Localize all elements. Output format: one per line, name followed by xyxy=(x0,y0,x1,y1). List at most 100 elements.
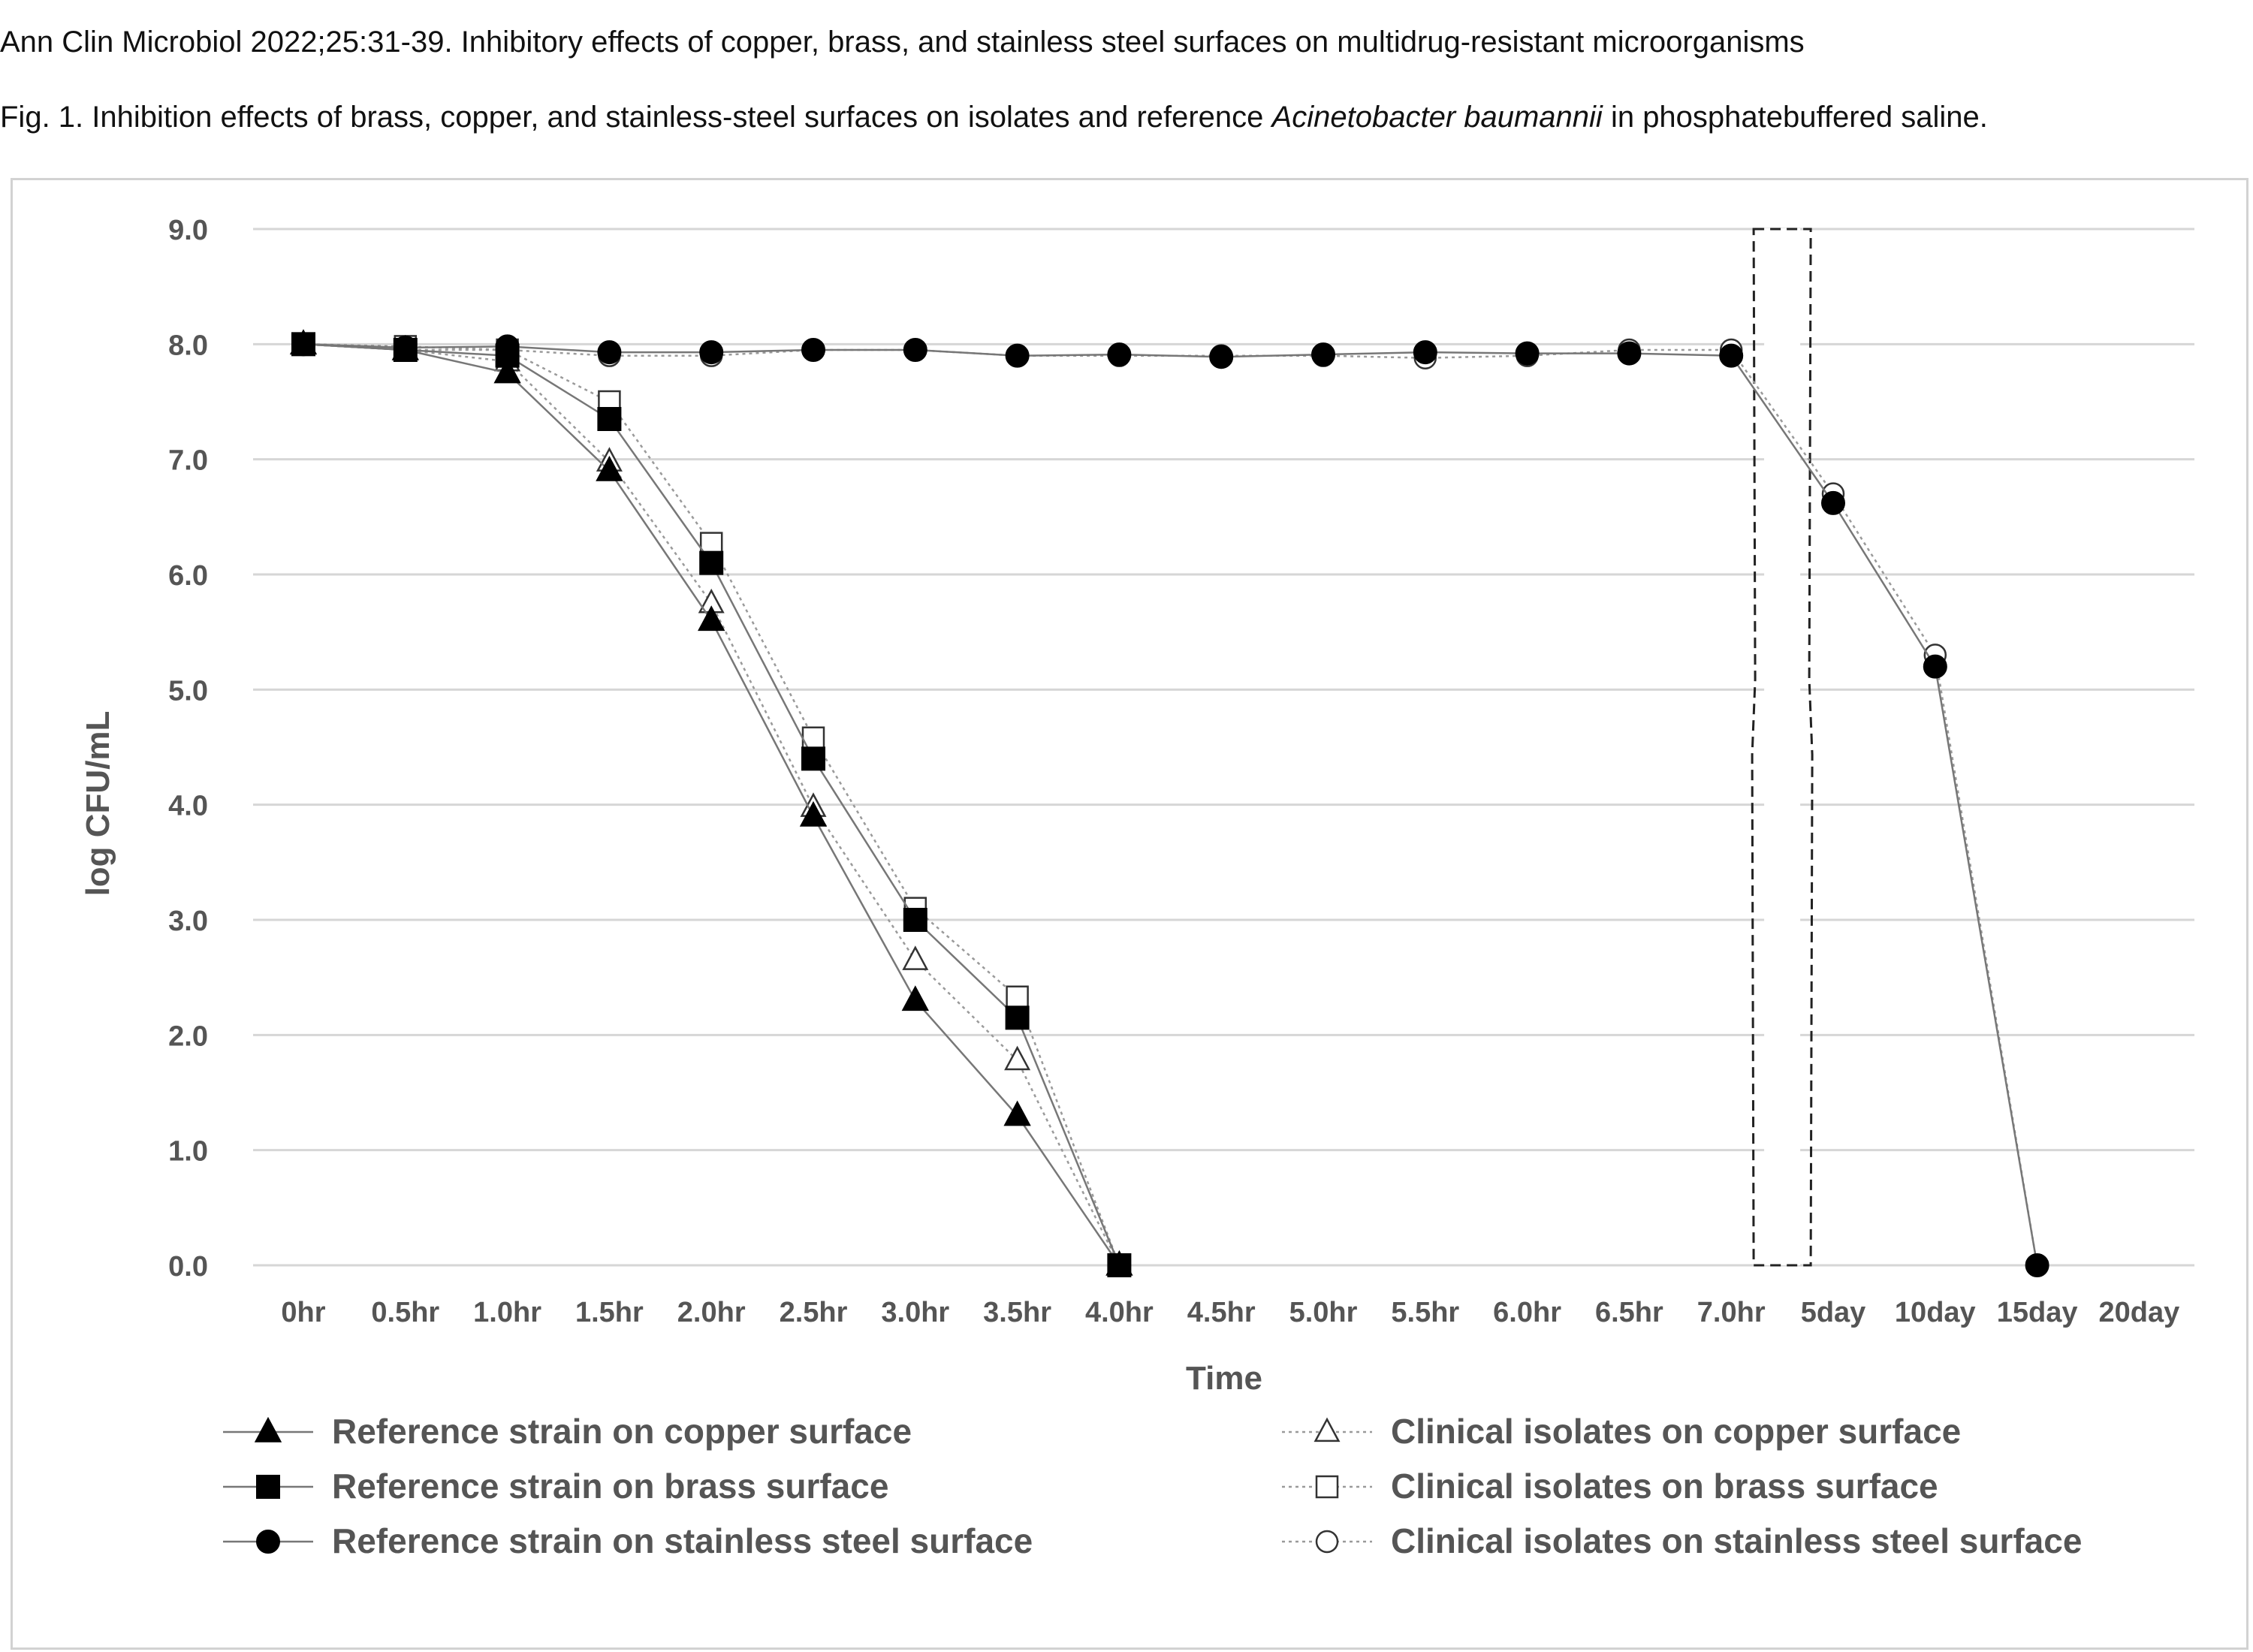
data-point xyxy=(1413,340,1437,365)
x-tick-label: 10day xyxy=(1895,1297,1976,1328)
break-mask xyxy=(1764,428,1801,1265)
legend-marker xyxy=(254,1416,282,1442)
x-tick-label: 5.5hr xyxy=(1391,1297,1459,1328)
chart-frame: 0.0 1.0 2.0 3.0 4.0 5.0 6.0 7.0 8.0 9.0 0hr 0.5hr 1… xyxy=(11,178,2248,1650)
legend-item: Clinical isolates on brass surface xyxy=(1282,1467,1938,1506)
grid-lines xyxy=(253,228,2194,1267)
axis-break xyxy=(1751,228,1814,1267)
y-axis-label: log CFU/mL xyxy=(80,711,116,897)
data-point xyxy=(1209,345,1234,369)
line-chart: 0.0 1.0 2.0 3.0 4.0 5.0 6.0 7.0 8.0 9.0 0hr 0.5hr 1… xyxy=(80,215,2194,1560)
axis-break-marker xyxy=(1751,228,1814,1267)
data-point xyxy=(903,338,927,362)
x-tick-label: 0.5hr xyxy=(371,1297,439,1328)
figure-caption: Fig. 1. Inhibition effects of brass, cop… xyxy=(0,101,1988,134)
data-point xyxy=(1107,1253,1132,1277)
data-point xyxy=(1821,490,1845,515)
legend-item: Clinical isolates on copper surface xyxy=(1282,1412,1961,1451)
legend-label: Reference strain on copper surface xyxy=(332,1412,912,1451)
data-point xyxy=(699,532,723,555)
data-point xyxy=(1515,341,1540,366)
series-reference-strain-on-copper-surface xyxy=(289,329,1133,1276)
legend-marker xyxy=(1315,1475,1339,1499)
data-point xyxy=(1923,654,1947,679)
data-point xyxy=(1719,343,1744,368)
legend: Reference strain on copper surface Refere… xyxy=(223,1412,2082,1560)
data-point xyxy=(495,334,520,359)
data-point xyxy=(1005,343,1030,368)
data-point xyxy=(1107,342,1132,367)
x-tick-label: 4.0hr xyxy=(1085,1297,1154,1328)
legend-item: Reference strain on copper surface xyxy=(223,1412,912,1451)
data-point xyxy=(2025,1253,2049,1277)
y-tick-label: 9.0 xyxy=(168,215,208,246)
data-point xyxy=(801,338,825,362)
data-point xyxy=(901,985,929,1011)
y-tick-label: 4.0 xyxy=(168,791,208,822)
citation-line: Ann Clin Microbiol 2022;25:31-39. Inhibi… xyxy=(0,26,1805,59)
x-tick-label: 5day xyxy=(1801,1297,1866,1328)
x-tick-label: 1.5hr xyxy=(575,1297,644,1328)
x-tick-label: 2.5hr xyxy=(780,1297,848,1328)
x-axis-label: Time xyxy=(1186,1360,1262,1397)
x-tick-labels: 0hr 0.5hr 1.0hr 1.5hr 2.0hr 2.5hr 3.0hr 3.5hr 4.… xyxy=(281,1297,2179,1328)
y-tick-label: 5.0 xyxy=(168,675,208,707)
caption-species: Acinetobacter baumannii xyxy=(1271,101,1603,134)
y-tick-labels: 0.0 1.0 2.0 3.0 4.0 5.0 6.0 7.0 8.0 9.0 xyxy=(168,215,208,1283)
x-tick-label: 0hr xyxy=(281,1297,325,1328)
legend-marker xyxy=(256,1530,280,1554)
legend-item: Reference strain on stainless steel surf… xyxy=(223,1521,1033,1560)
data-point xyxy=(1005,1005,1030,1030)
data-point xyxy=(291,332,315,357)
data-point xyxy=(799,800,828,827)
y-tick-label: 6.0 xyxy=(168,560,208,592)
series-line xyxy=(303,343,2038,1266)
series-reference-strain-on-stainless-steel-surface xyxy=(291,332,2049,1277)
x-tick-label: 3.0hr xyxy=(881,1297,949,1328)
y-tick-label: 7.0 xyxy=(168,445,208,477)
caption-suffix: in phosphatebuffered saline. xyxy=(1602,101,1988,134)
y-tick-label: 0.0 xyxy=(168,1251,208,1283)
data-point xyxy=(597,340,622,365)
x-tick-label: 20day xyxy=(2099,1297,2180,1328)
x-tick-label: 3.5hr xyxy=(983,1297,1051,1328)
data-point xyxy=(902,945,929,970)
x-tick-label: 5.0hr xyxy=(1289,1297,1358,1328)
legend-label: Reference strain on brass surface xyxy=(332,1467,888,1506)
series-group xyxy=(289,329,2049,1277)
legend-item: Reference strain on brass surface xyxy=(223,1467,888,1506)
legend-label: Clinical isolates on stainless steel sur… xyxy=(1391,1521,2082,1560)
data-point xyxy=(699,550,724,575)
y-tick-label: 2.0 xyxy=(168,1020,208,1052)
data-point xyxy=(699,340,724,365)
x-tick-label: 6.5hr xyxy=(1595,1297,1663,1328)
x-tick-label: 6.0hr xyxy=(1493,1297,1561,1328)
y-tick-label: 8.0 xyxy=(168,330,208,361)
data-point xyxy=(1006,985,1029,1008)
x-tick-label: 2.0hr xyxy=(677,1297,746,1328)
data-point xyxy=(903,908,927,932)
data-point xyxy=(1311,342,1335,367)
legend-marker xyxy=(1315,1530,1339,1554)
data-point xyxy=(1003,1100,1031,1126)
data-point xyxy=(1004,1045,1031,1071)
legend-item: Clinical isolates on stainless steel sur… xyxy=(1282,1521,2082,1560)
data-point xyxy=(801,746,825,771)
legend-label: Reference strain on stainless steel surf… xyxy=(332,1521,1033,1560)
x-tick-label: 4.5hr xyxy=(1187,1297,1256,1328)
data-point xyxy=(597,407,622,431)
data-point xyxy=(1617,341,1642,366)
caption-prefix: Fig. 1. Inhibition effects of brass, cop… xyxy=(0,101,1272,134)
legend-marker xyxy=(1313,1417,1341,1442)
y-tick-label: 3.0 xyxy=(168,906,208,937)
y-tick-label: 1.0 xyxy=(168,1136,208,1168)
series-clinical-isolates-on-copper-surface xyxy=(290,329,1133,1276)
x-tick-label: 7.0hr xyxy=(1697,1297,1766,1328)
legend-label: Clinical isolates on brass surface xyxy=(1391,1467,1938,1506)
data-point xyxy=(596,455,623,481)
data-point xyxy=(698,605,725,632)
legend-label: Clinical isolates on copper surface xyxy=(1391,1412,1961,1451)
legend-marker xyxy=(256,1475,280,1499)
data-point xyxy=(393,335,418,360)
data-point xyxy=(493,357,521,384)
